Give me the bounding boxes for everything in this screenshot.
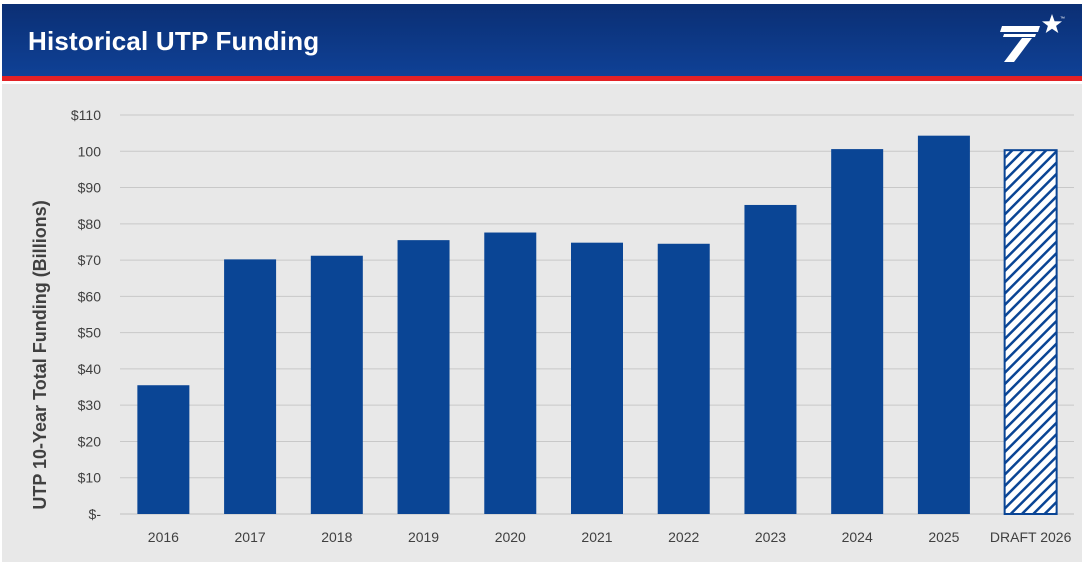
y-tick-label: $70 (78, 252, 102, 268)
y-tick-label: $90 (78, 180, 102, 196)
bar-2024 (831, 149, 884, 514)
y-tick-label: $60 (78, 288, 102, 304)
bar-2022 (657, 243, 710, 514)
y-tick-label: $80 (78, 216, 102, 232)
x-tick-label: 2016 (148, 529, 179, 545)
bar-chart: $- $10 $20 $30 $40 $50 $60 $70 $80 $90 100 $110 201… (30, 107, 1074, 545)
x-tick-label: DRAFT 2026 (990, 529, 1072, 545)
bar-draft-2026 (1003, 149, 1058, 516)
y-tick-label: 100 (78, 143, 102, 159)
y-axis-label: UTP 10-Year Total Funding (Billions) (30, 200, 50, 509)
x-tick-label: 2025 (928, 529, 959, 545)
y-tick-label: $- (89, 506, 102, 522)
y-tick-label: $40 (78, 361, 102, 377)
page-title: Historical UTP Funding (28, 26, 320, 56)
bar-2018 (310, 255, 363, 515)
bar-2021 (571, 242, 623, 514)
x-tick-label: 2019 (408, 529, 439, 545)
chart-area: $- $10 $20 $30 $40 $50 $60 $70 $80 $90 100 $110 201… (2, 84, 1082, 562)
y-tick-label: $50 (78, 325, 102, 341)
bar-2016 (137, 385, 190, 514)
y-tick-label: $30 (78, 397, 102, 413)
x-tick-label: 2022 (668, 529, 699, 545)
x-tick-label: 2020 (495, 529, 526, 545)
x-tick-label: 2024 (842, 529, 873, 545)
x-tick-label: 2023 (755, 529, 786, 545)
y-tick-label: $10 (78, 470, 102, 486)
bar-2017 (224, 259, 277, 514)
bar-2020 (484, 232, 537, 515)
bar-2025 (917, 135, 970, 514)
txdot-star-logo-icon: ™ (1000, 14, 1065, 62)
x-tick-label: 2021 (581, 529, 612, 545)
logo-trademark: ™ (1060, 16, 1065, 22)
y-tick-label: $110 (71, 107, 101, 123)
x-tick-label: 2018 (321, 529, 352, 545)
bar-2019 (397, 240, 450, 514)
header-bar (2, 4, 1082, 76)
x-tick-label: 2017 (235, 529, 266, 545)
header-accent-rule (2, 76, 1082, 81)
y-tick-label: $20 (78, 433, 102, 449)
bar-2023 (744, 204, 797, 514)
